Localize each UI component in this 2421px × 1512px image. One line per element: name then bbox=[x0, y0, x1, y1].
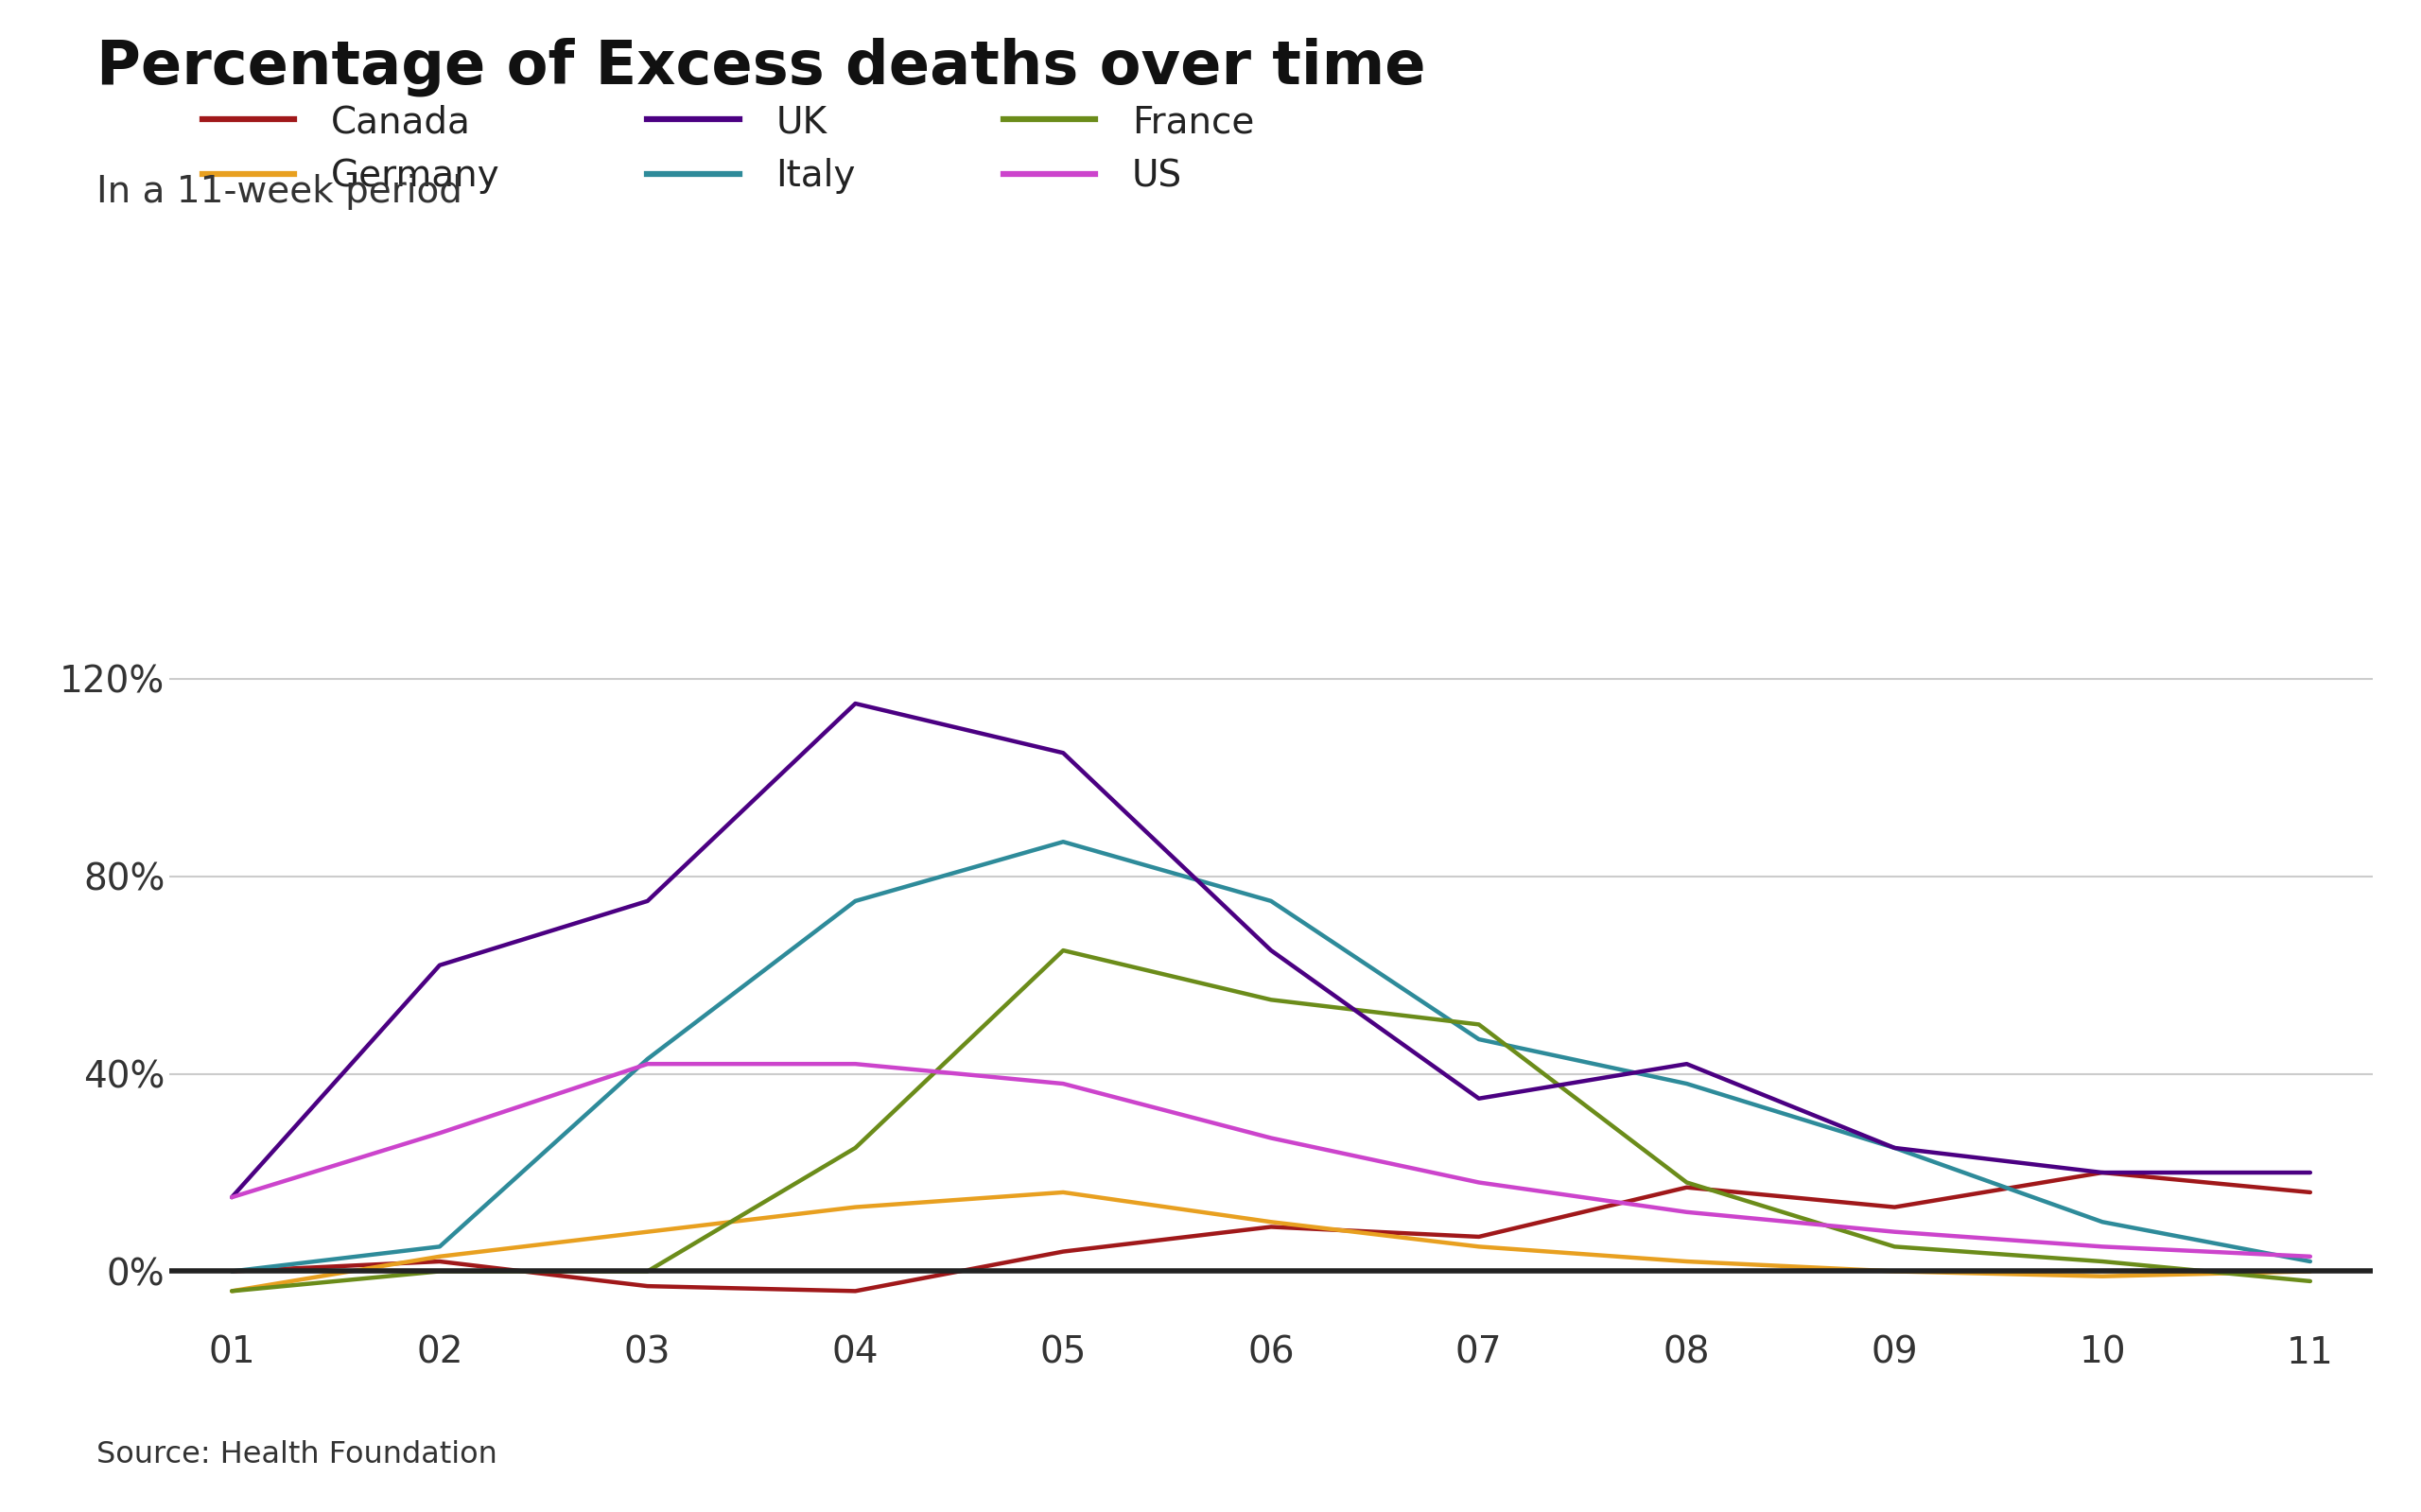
Text: BBC: BBC bbox=[2203, 1427, 2295, 1464]
Text: In a 11-week period: In a 11-week period bbox=[97, 174, 462, 210]
Legend: Canada, Germany, UK, Italy, France, US: Canada, Germany, UK, Italy, France, US bbox=[189, 89, 1269, 209]
Text: Percentage of Excess deaths over time: Percentage of Excess deaths over time bbox=[97, 38, 1426, 97]
Text: Source: Health Foundation: Source: Health Foundation bbox=[97, 1441, 499, 1470]
